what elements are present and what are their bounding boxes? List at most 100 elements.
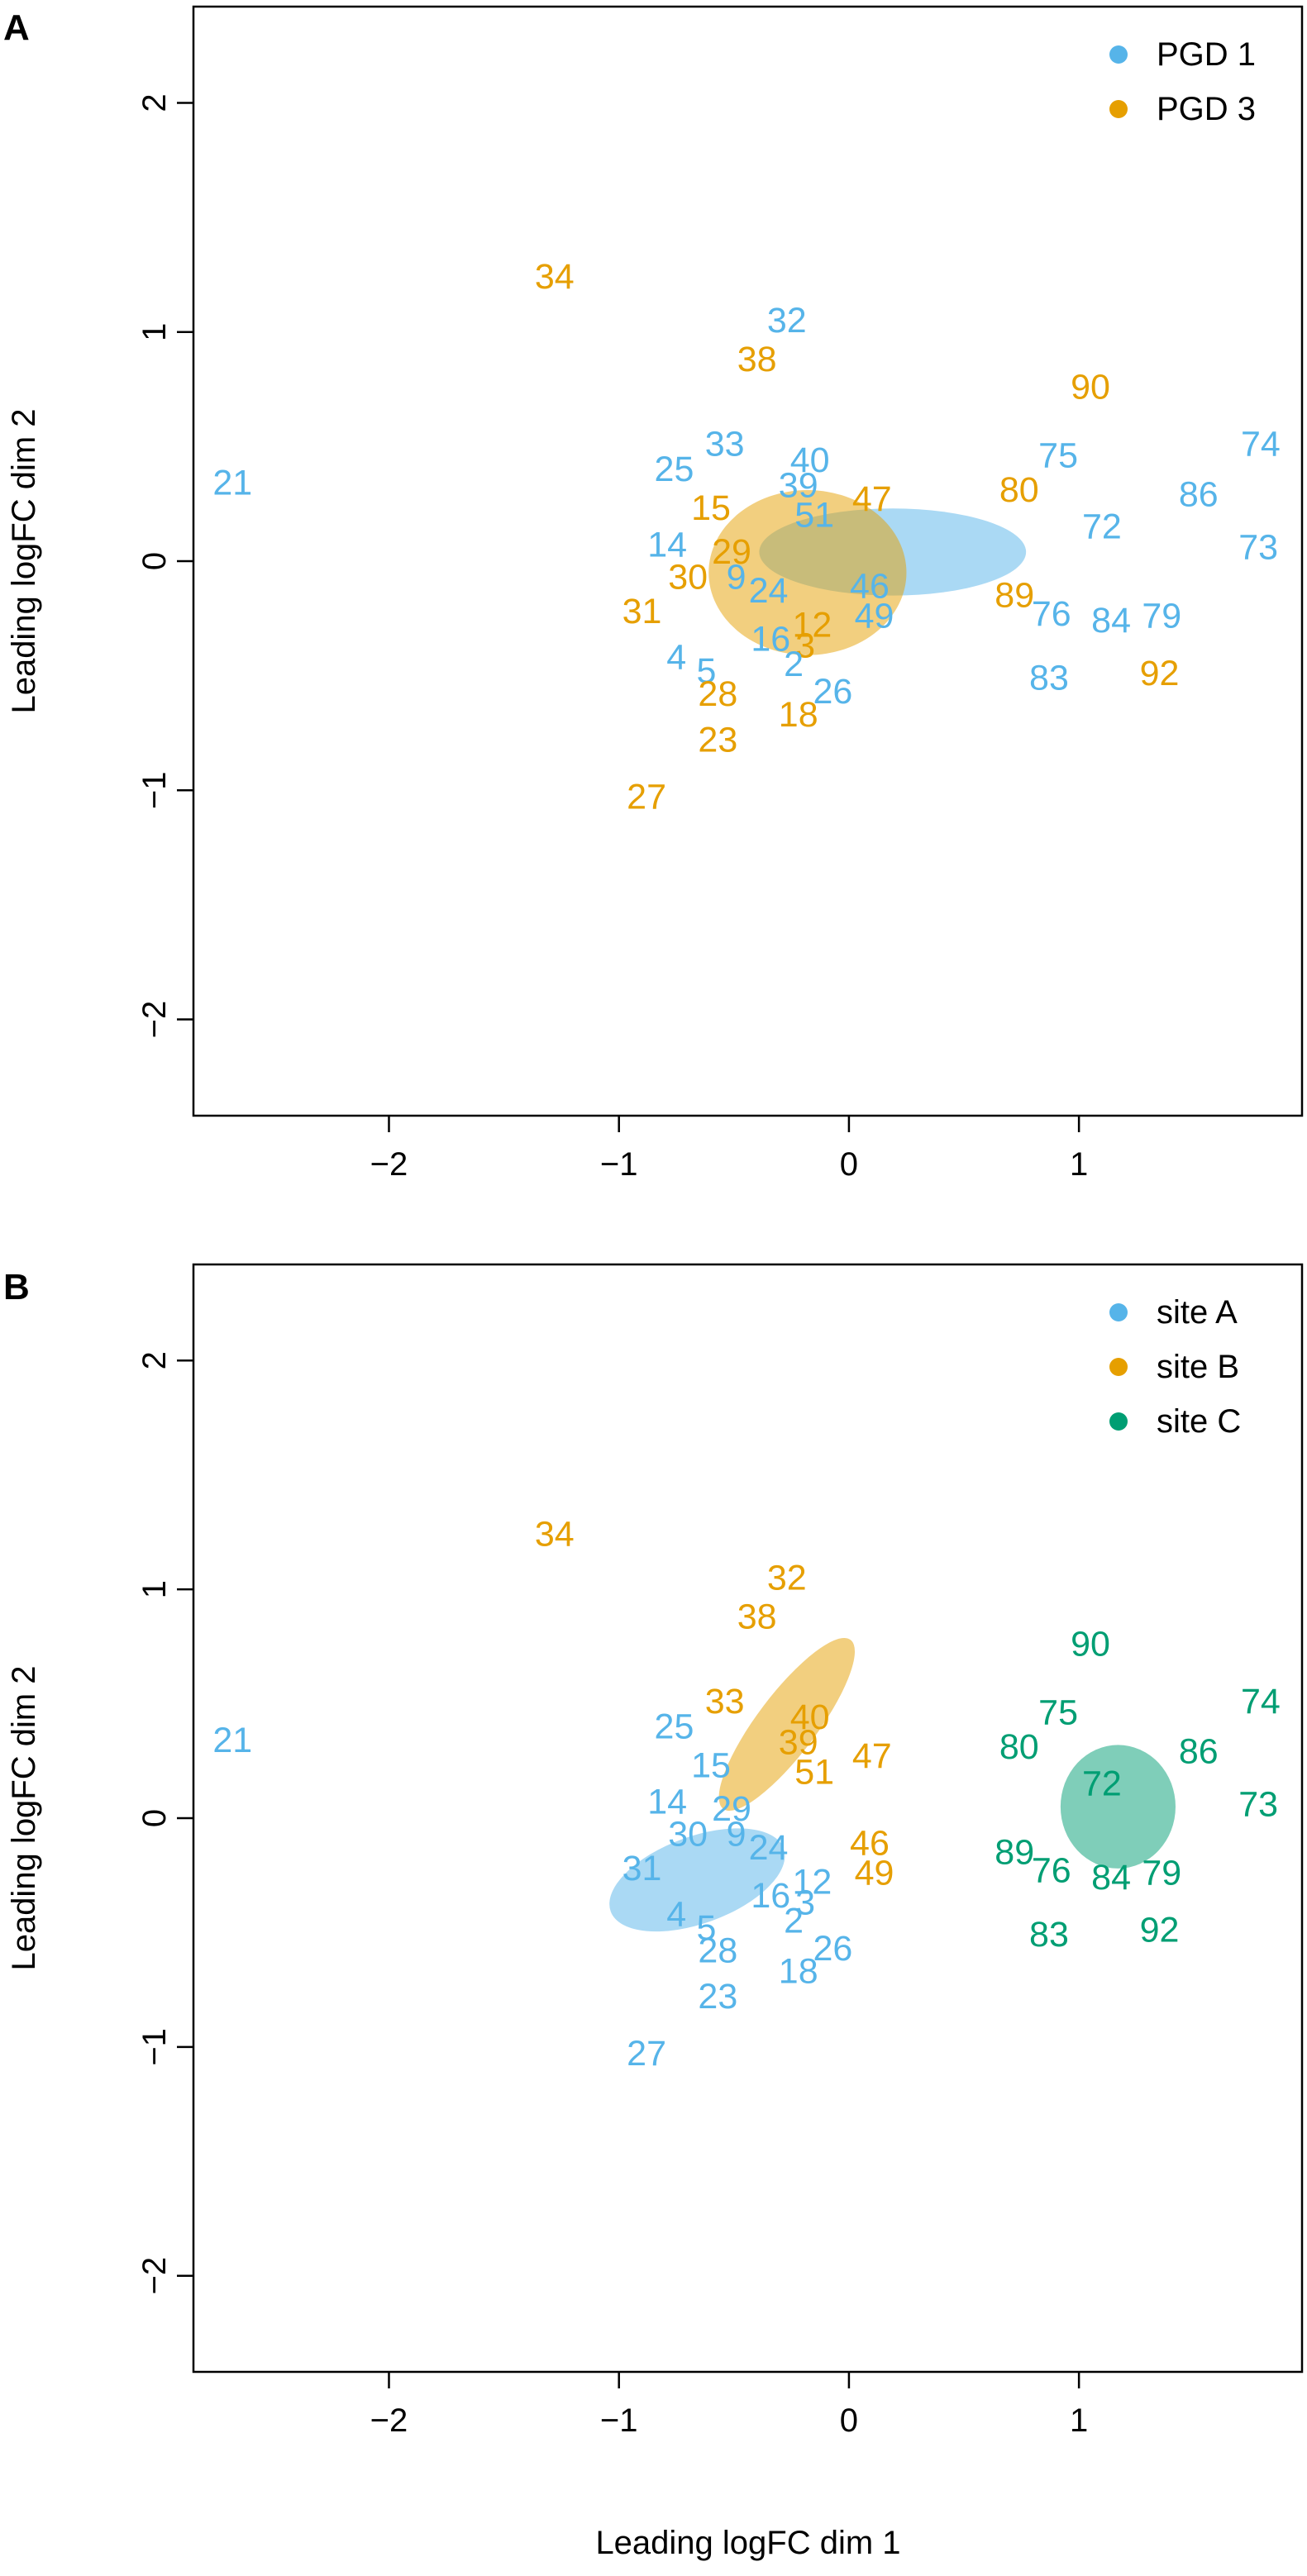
point-label: 24 [749, 571, 789, 611]
y-tick-label: 1 [136, 1580, 173, 1598]
point-label: 2 [784, 1902, 804, 1941]
point-label: 47 [852, 1736, 892, 1776]
point-label: 92 [1140, 1911, 1180, 1950]
point-label: 31 [622, 592, 662, 631]
point-label: 46 [850, 567, 890, 607]
point-label: 40 [790, 1697, 830, 1737]
point-label: 89 [995, 1833, 1034, 1873]
x-tick-label: 0 [840, 1146, 858, 1183]
point-label: 32 [767, 301, 807, 340]
point-label: 49 [855, 1853, 894, 1893]
point-label: 51 [794, 496, 834, 536]
point-label: 76 [1032, 594, 1071, 634]
point-label: 29 [712, 532, 751, 572]
point-label: 5 [696, 1908, 716, 1948]
y-axis-label: Leading logFC dim 2 [6, 408, 42, 713]
point-label: 76 [1032, 1851, 1071, 1891]
y-tick-label: −2 [136, 2257, 173, 2295]
legend: PGD 1 PGD 3 [1109, 36, 1256, 127]
point-label: 72 [1082, 1764, 1122, 1803]
x-tick-label: −1 [600, 1146, 638, 1183]
point-label: 14 [647, 526, 687, 565]
point-label: 39 [779, 466, 818, 506]
point-label: 33 [705, 1682, 745, 1721]
point-label: 86 [1179, 1732, 1219, 1772]
y-tick-label: 1 [136, 323, 173, 341]
y-tick-label: −2 [136, 1001, 173, 1039]
point-label: 23 [698, 720, 737, 759]
x-tick-label: 1 [1070, 1146, 1088, 1183]
point-label: 84 [1091, 1858, 1131, 1897]
point-label: 25 [655, 450, 694, 489]
point-label: 18 [779, 1951, 818, 1991]
point-label: 15 [691, 488, 731, 528]
y-tick-label: 2 [136, 93, 173, 112]
group-ellipse [708, 490, 907, 655]
point-label: 15 [691, 1745, 731, 1785]
point-label: 79 [1142, 597, 1181, 636]
y-tick-label: 2 [136, 1351, 173, 1369]
point-label: 23 [698, 1977, 737, 2017]
point-label: 2 [784, 645, 804, 684]
point-label: 90 [1071, 367, 1110, 407]
point-label: 18 [779, 695, 818, 735]
point-label: 80 [999, 1727, 1039, 1767]
point-label: 83 [1029, 1915, 1069, 1955]
point-label: 12 [792, 606, 832, 645]
y-tick-label: −1 [136, 771, 173, 809]
point-label: 28 [698, 1931, 737, 1971]
point-label: 74 [1241, 1682, 1281, 1721]
x-tick-label: −2 [370, 2402, 408, 2439]
point-label: 21 [212, 464, 252, 503]
point-label: 39 [779, 1723, 818, 1763]
group-ellipse [609, 1828, 785, 1932]
point-label: 16 [751, 1876, 790, 1916]
legend-marker [1109, 1358, 1128, 1376]
point-label: 29 [712, 1789, 751, 1829]
legend-label: site A [1157, 1294, 1238, 1331]
legend: site A site B site C [1109, 1294, 1241, 1440]
x-tick-label: −1 [600, 2402, 638, 2439]
point-label: 84 [1091, 601, 1131, 640]
x-tick-label: −2 [370, 1146, 408, 1183]
group-ellipse [718, 1638, 856, 1811]
point-label: 38 [737, 340, 777, 379]
point-label: 49 [855, 597, 894, 636]
point-label: 32 [767, 1558, 807, 1598]
point-label: 28 [698, 674, 737, 714]
legend-label: PGD 3 [1157, 91, 1256, 127]
legend-label: PGD 1 [1157, 36, 1256, 73]
legend-marker [1109, 100, 1128, 118]
point-label: 79 [1142, 1853, 1181, 1893]
point-label: 83 [1029, 658, 1069, 698]
point-label: 75 [1038, 1693, 1078, 1733]
point-label: 9 [727, 557, 747, 597]
point-label: 9 [727, 1814, 747, 1854]
point-label: 25 [655, 1707, 694, 1746]
legend-marker [1109, 1412, 1128, 1431]
x-tick-label: 1 [1070, 2402, 1088, 2439]
legend-marker [1109, 45, 1128, 64]
point-label: 31 [622, 1849, 662, 1888]
point-label: 5 [696, 651, 716, 691]
point-label: 34 [535, 1515, 575, 1555]
point-label: 16 [751, 619, 790, 659]
point-label: 14 [647, 1783, 687, 1822]
point-label: 46 [850, 1823, 890, 1863]
point-label: 4 [666, 637, 686, 677]
point-label: 80 [999, 470, 1039, 510]
point-label: 21 [212, 1721, 252, 1760]
legend-label: site B [1157, 1349, 1239, 1385]
point-label: 27 [627, 778, 666, 817]
point-label: 73 [1238, 1784, 1278, 1824]
shared-x-axis-label: Leading logFC dim 1 [595, 2525, 900, 2561]
point-label: 4 [666, 1894, 686, 1934]
legend-marker [1109, 1303, 1128, 1321]
group-ellipse [1060, 1745, 1176, 1869]
point-label: 75 [1038, 436, 1078, 475]
y-axis-label: Leading logFC dim 2 [6, 1665, 42, 1970]
point-label: 12 [792, 1863, 832, 1902]
panel-label: A [3, 7, 30, 48]
